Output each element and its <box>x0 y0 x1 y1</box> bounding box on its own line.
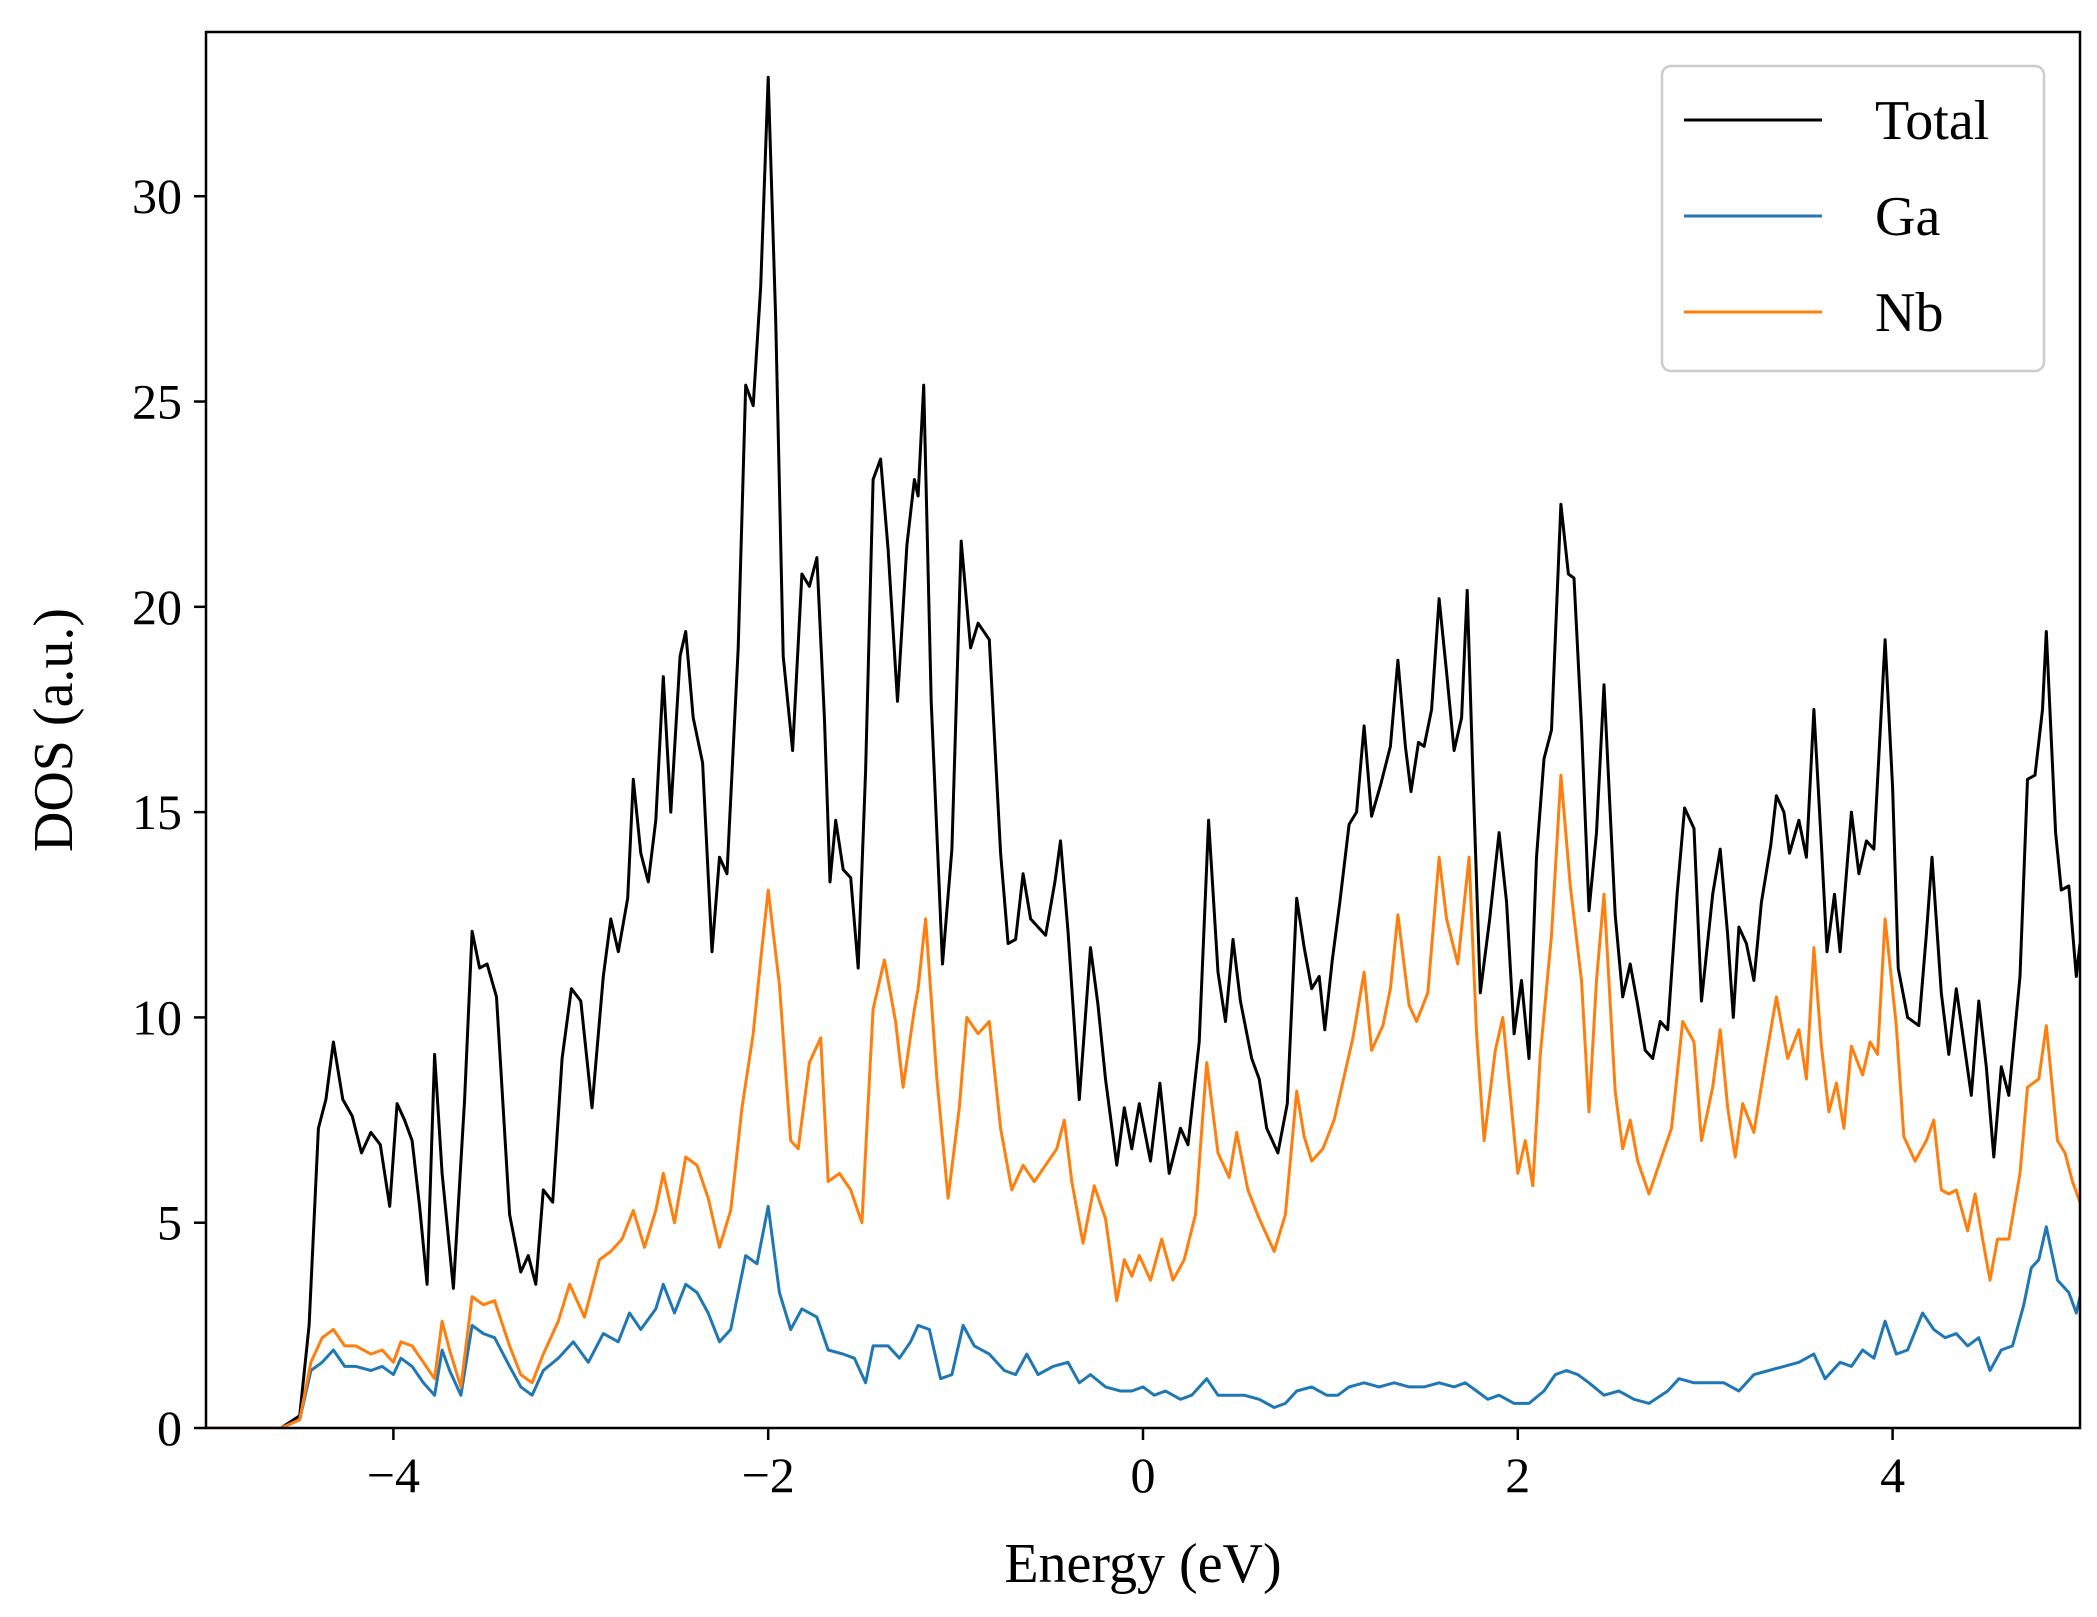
y-tick-label: 30 <box>132 168 182 224</box>
series-line-ga <box>206 1204 2080 1428</box>
y-tick-label: 10 <box>132 989 182 1045</box>
legend: Total Ga Nb <box>1660 64 2046 373</box>
y-tick-label: 15 <box>132 784 182 840</box>
series-layer <box>206 75 2080 1428</box>
legend-label-nb: Nb <box>1875 282 1943 344</box>
x-axis-label: Energy (eV) <box>1004 1533 1281 1595</box>
series-line-total <box>206 75 2080 1428</box>
y-tick-label: 5 <box>157 1195 182 1251</box>
ticks-layer: −4 −2 0 2 4 0 5 10 15 20 25 30 <box>132 168 1905 1503</box>
legend-box <box>1660 64 2046 373</box>
y-tick-label: 0 <box>157 1400 182 1456</box>
x-tick-label: 0 <box>1131 1447 1156 1503</box>
y-tick-label: 25 <box>132 374 182 430</box>
y-tick-label: 20 <box>132 579 182 635</box>
series-line-nb <box>206 773 2080 1428</box>
x-tick-label: 4 <box>1880 1447 1905 1503</box>
x-tick-label: −2 <box>742 1447 795 1503</box>
x-tick-label: 2 <box>1505 1447 1530 1503</box>
legend-label-total: Total <box>1875 90 1989 152</box>
legend-label-ga: Ga <box>1875 186 1940 248</box>
x-tick-label: −4 <box>367 1447 420 1503</box>
y-axis-label: DOS (a.u.) <box>23 608 85 852</box>
